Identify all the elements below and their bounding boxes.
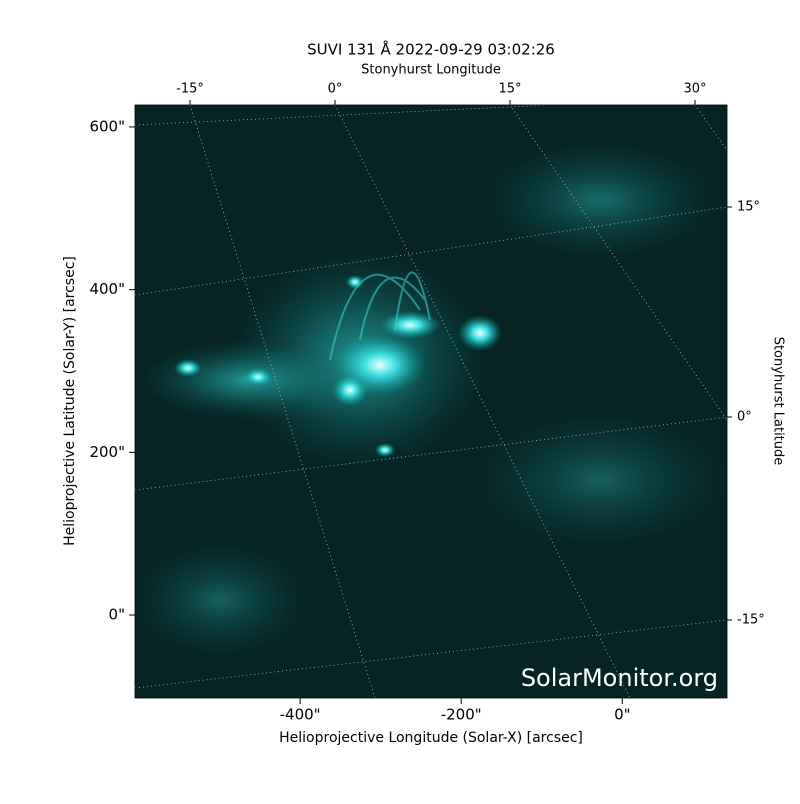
x2-tick-label: 0° [328, 82, 343, 97]
y-axis-label: Helioprojective Latitude (Solar-Y) [arcs… [62, 256, 78, 546]
x2-tick-label: 30° [683, 82, 706, 97]
chart-title: SUVI 131 Å 2022-09-29 03:02:26 [307, 40, 555, 59]
y-tick-label: 600" [89, 117, 125, 135]
y2-axis-label: Stonyhurst Latitude [771, 337, 786, 466]
y-tick-label: 0" [109, 606, 125, 624]
x-tick-label: -400" [280, 706, 321, 724]
y2-tick-label: -15° [737, 613, 765, 628]
solar-image [135, 105, 727, 698]
x-tick-label: 0" [614, 706, 630, 724]
y2-tick-label: 0° [737, 410, 752, 425]
watermark: SolarMonitor.org [521, 664, 718, 692]
y-tick-label: 200" [89, 443, 125, 461]
x2-tick-label: -15° [176, 82, 204, 97]
x-tick-label: -200" [441, 706, 482, 724]
x-axis-label: Helioprojective Longitude (Solar-X) [arc… [279, 730, 583, 746]
x2-tick-label: 15° [498, 82, 521, 97]
x2-axis-label: Stonyhurst Longitude [361, 63, 501, 78]
y-tick-label: 400" [89, 280, 125, 298]
y2-tick-label: 15° [737, 200, 760, 215]
plot-frame [134, 104, 728, 699]
